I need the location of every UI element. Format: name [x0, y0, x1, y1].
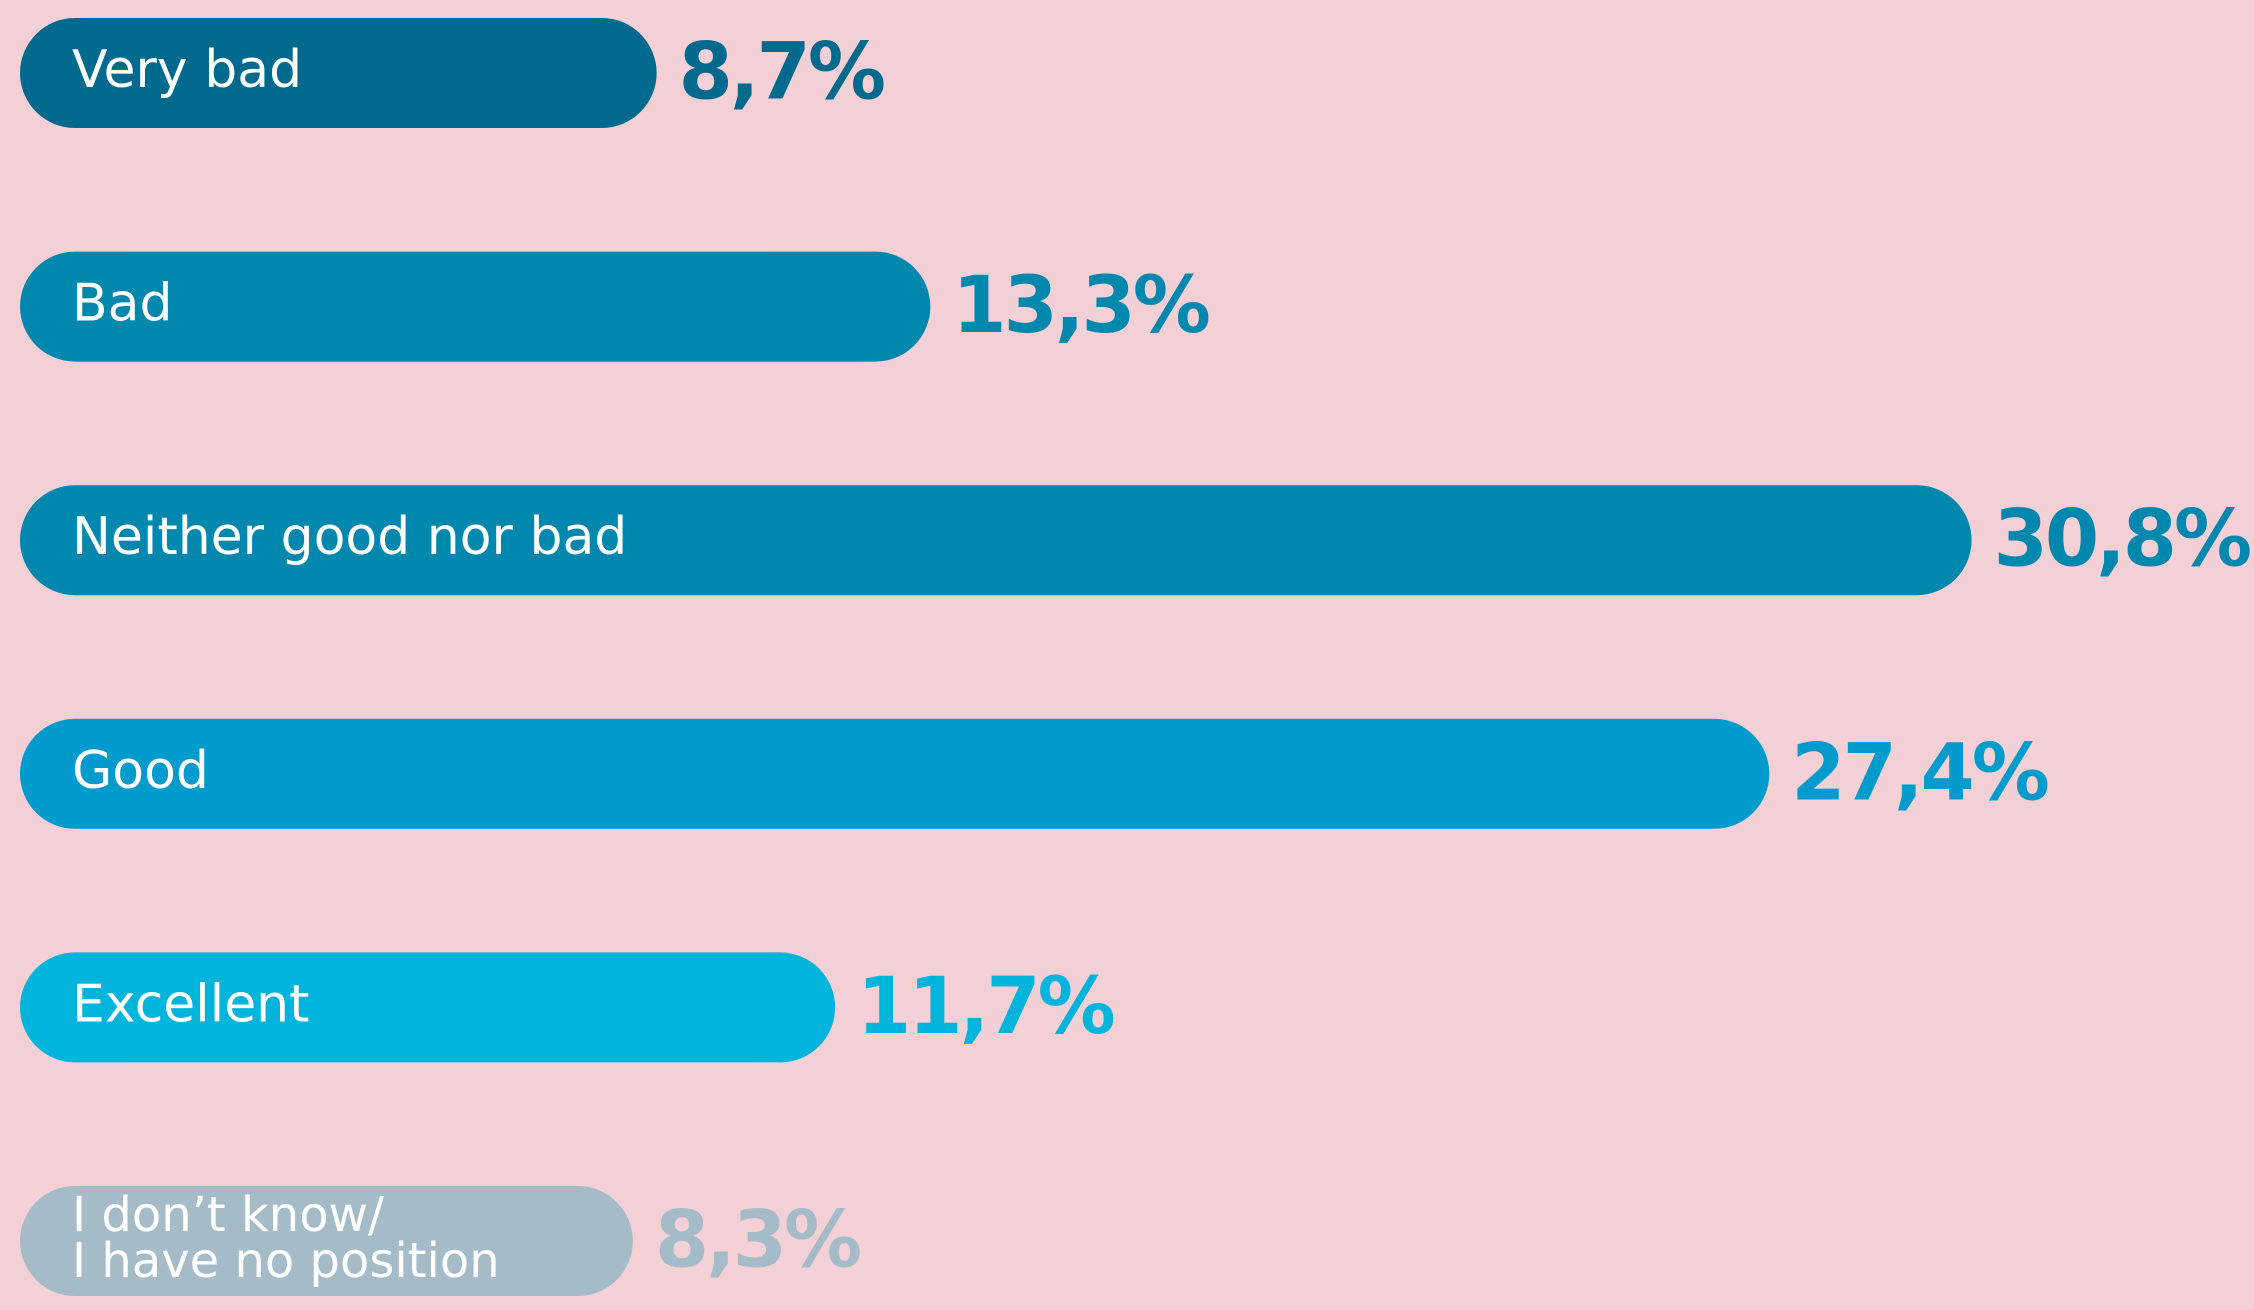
category-label: Good	[72, 741, 209, 801]
value-label: 27,4%	[1791, 728, 2047, 818]
value-label: 13,3%	[952, 261, 1208, 351]
bar	[20, 485, 1972, 596]
value-label: 30,8%	[1994, 495, 2250, 585]
category-label: I don’t know/I have no position	[72, 1187, 500, 1289]
value-label: 11,7%	[857, 962, 1113, 1052]
bar	[20, 251, 931, 362]
bar	[20, 952, 836, 1063]
value-label: 8,7%	[679, 27, 884, 117]
bar	[20, 18, 657, 128]
bar	[20, 1186, 633, 1296]
value-label: 8,3%	[655, 1195, 860, 1285]
category-label: Excellent	[72, 974, 310, 1034]
category-label: Very bad	[72, 40, 302, 100]
bar	[20, 718, 1770, 829]
category-label: Neither good nor bad	[72, 507, 627, 567]
category-label: Bad	[72, 274, 173, 334]
